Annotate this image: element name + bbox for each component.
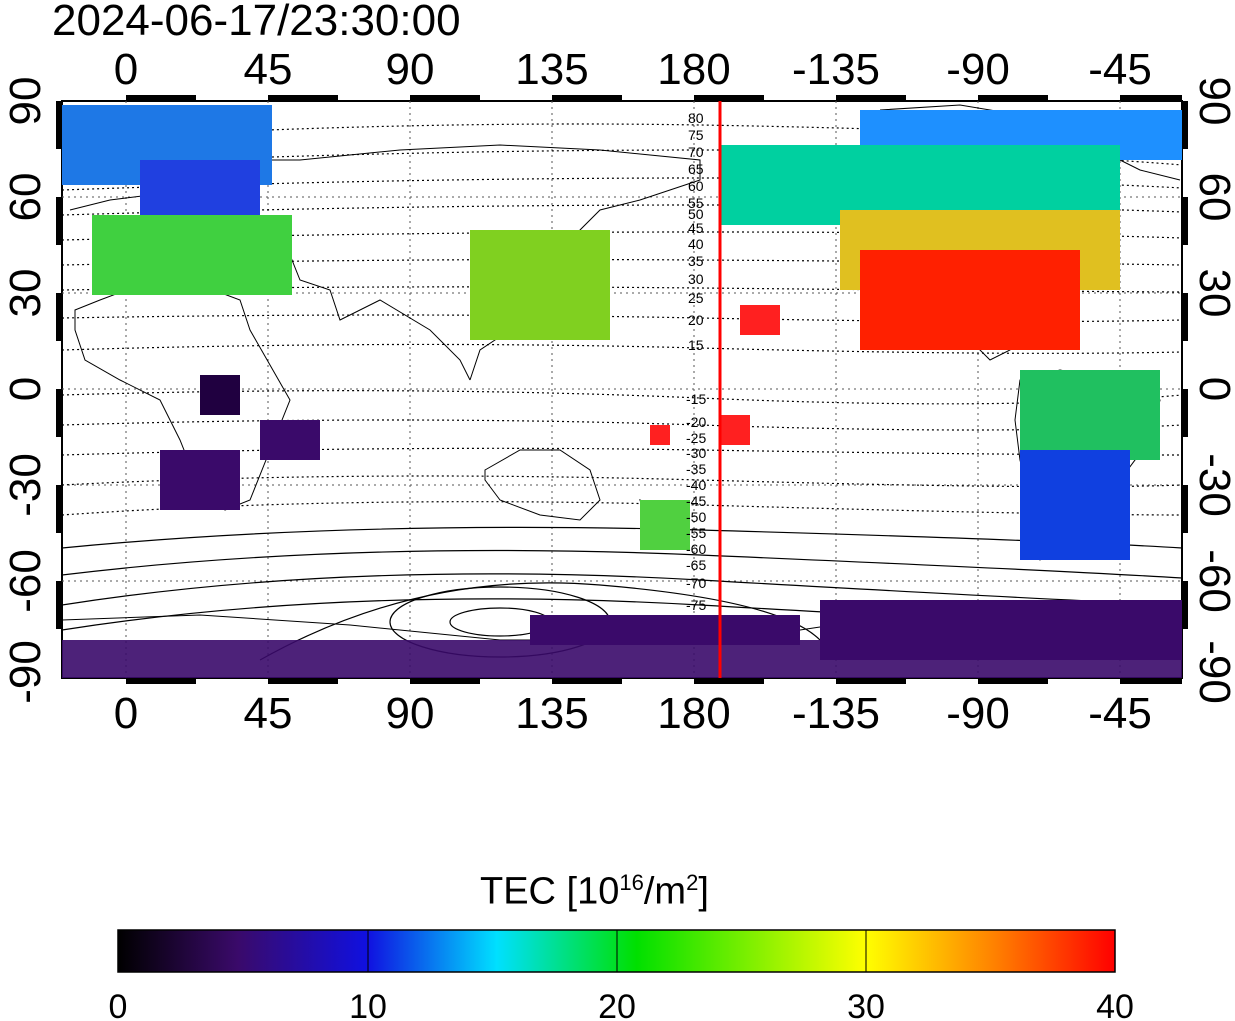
cb-exp2: 2	[686, 870, 699, 895]
lat-tick-right: -30	[1190, 453, 1235, 517]
lon-tick-bottom: 90	[386, 689, 435, 738]
lon-tick-top: 45	[244, 45, 293, 94]
lat-tick-left: 0	[1, 377, 50, 401]
map-title: 2024-06-17/23:30:00	[52, 0, 461, 45]
contour-label: 15	[688, 337, 704, 353]
contour-label: -35	[686, 461, 706, 477]
colorbar-tick-labels: 0 10 20 30 40	[109, 988, 1134, 1021]
lon-tick-bottom: -90	[946, 689, 1010, 738]
colorbar-ticks	[367, 930, 867, 972]
colorbar-tick: 10	[349, 988, 387, 1021]
lon-tick-bottom: 135	[515, 689, 588, 738]
contour-label: -15	[686, 391, 706, 407]
contour-label: 50	[688, 206, 704, 222]
contour-label: -20	[686, 414, 706, 430]
lat-tick-right: -90	[1190, 640, 1235, 704]
lon-tick-top: 90	[386, 45, 435, 94]
lon-tick-bottom: -45	[1088, 689, 1152, 738]
contour-label: 20	[688, 312, 704, 328]
lon-tick-bottom: 0	[114, 689, 138, 738]
cb-prefix: TEC [10	[480, 870, 620, 913]
colorbar-title: TEC [1016/m2]	[480, 870, 709, 914]
lon-tick-top: -90	[946, 45, 1010, 94]
colorbar-tick: 30	[847, 988, 885, 1021]
colorbar-tick: 20	[598, 988, 636, 1021]
contour-label: 55	[688, 195, 704, 211]
contour-label: 25	[688, 290, 704, 306]
lon-tick-top: -45	[1088, 45, 1152, 94]
lat-tick-right: 60	[1190, 173, 1235, 222]
frame-tick-bars	[56, 95, 1188, 684]
lat-tick-left: -30	[1, 453, 50, 517]
contour-label: 65	[688, 161, 704, 177]
lon-tick-bottom: -135	[792, 689, 880, 738]
lat-tick-left: -90	[1, 640, 50, 704]
contour-label: 30	[688, 271, 704, 287]
contour-label: -40	[686, 477, 706, 493]
contour-label: 75	[688, 127, 704, 143]
lat-tick-right: 0	[1190, 377, 1235, 401]
cb-suffix: ]	[698, 870, 709, 913]
lon-tick-top: 0	[114, 45, 138, 94]
lat-tick-left: 90	[1, 77, 50, 126]
contour-label: -55	[686, 525, 706, 541]
lat-tick-right: 30	[1190, 269, 1235, 318]
cb-mid: /m	[643, 870, 687, 913]
contour-label: 70	[688, 144, 704, 160]
contour-label: -30	[686, 445, 706, 461]
contour-labels-north: 80 75 70 65 60 55 50 45 40 35 30 25 20 1…	[688, 110, 704, 353]
cb-exp: 16	[619, 870, 644, 895]
contour-label: -50	[686, 509, 706, 525]
contour-label: -45	[686, 493, 706, 509]
contour-label: 80	[688, 110, 704, 126]
contour-label: 35	[688, 253, 704, 269]
right-lat-labels: 90 60 30 0 -30 -60 -90	[1190, 77, 1235, 704]
colorbar-tick: 0	[109, 988, 128, 1021]
lat-tick-right: -60	[1190, 549, 1235, 613]
lon-tick-bottom: 45	[244, 689, 293, 738]
lat-tick-left: -60	[1, 549, 50, 613]
contour-label: 60	[688, 178, 704, 194]
lon-tick-top: 135	[515, 45, 588, 94]
contour-label: -70	[686, 575, 706, 591]
contour-labels-south: -15 -20 -25 -30 -35 -40 -45 -50 -55 -60 …	[686, 391, 706, 613]
lat-tick-right: 90	[1190, 77, 1235, 126]
lon-tick-top: 180	[657, 45, 730, 94]
lat-tick-left: 60	[1, 173, 50, 222]
lon-tick-top: -135	[792, 45, 880, 94]
contour-label: -65	[686, 557, 706, 573]
colorbar-tick: 40	[1096, 988, 1134, 1021]
lat-tick-left: 30	[1, 269, 50, 318]
lon-tick-bottom: 180	[657, 689, 730, 738]
contour-label: 45	[688, 220, 704, 236]
contour-label: 40	[688, 236, 704, 252]
contour-label: -75	[686, 597, 706, 613]
left-lat-labels: 90 60 30 0 -30 -60 -90	[1, 77, 50, 704]
tec-observations	[62, 105, 1182, 678]
top-lon-labels: 0 45 90 135 180 -135 -90 -45	[114, 45, 1152, 94]
contour-label: -60	[686, 541, 706, 557]
contour-label: -25	[686, 430, 706, 446]
bottom-lon-labels: 0 45 90 135 180 -135 -90 -45	[114, 689, 1152, 738]
